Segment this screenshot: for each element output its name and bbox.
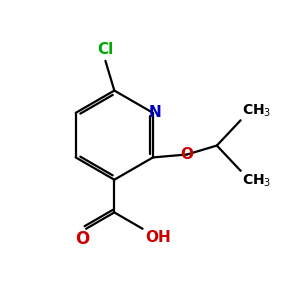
Text: N: N [149, 105, 162, 120]
Text: CH$_3$: CH$_3$ [242, 102, 272, 119]
Text: O: O [181, 147, 194, 162]
Text: CH$_3$: CH$_3$ [242, 172, 272, 189]
Text: O: O [75, 230, 90, 248]
Text: Cl: Cl [97, 42, 113, 57]
Text: OH: OH [146, 230, 171, 245]
